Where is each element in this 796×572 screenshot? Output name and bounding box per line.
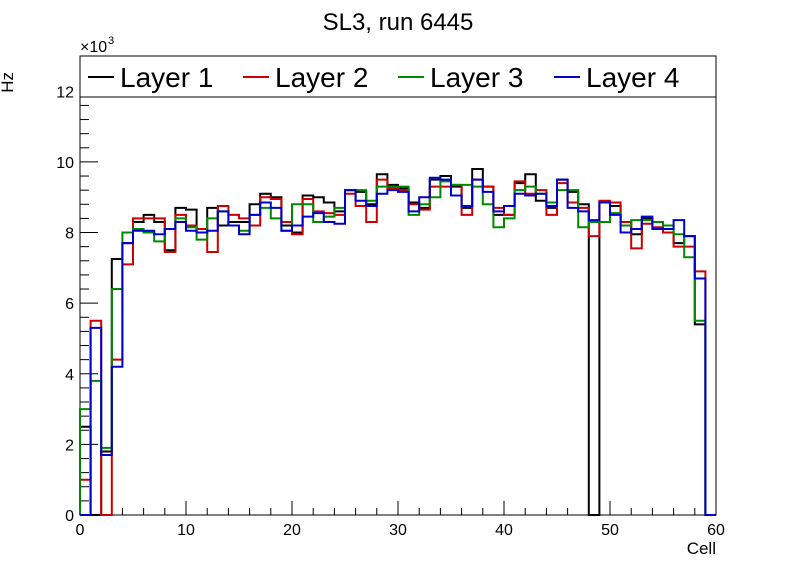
x-tick-label: 10: [177, 522, 195, 539]
legend: Layer 1 Layer 2 Layer 3 Layer 4: [79, 55, 717, 98]
y-tick-label: 8: [65, 226, 74, 243]
series-line-2: [79, 178, 716, 516]
y-multiplier-exponent: 3: [108, 35, 114, 47]
x-tick-label: 40: [495, 522, 513, 539]
y-tick-label: 0: [65, 508, 74, 525]
plot-frame: [79, 55, 717, 516]
x-tick-label: 20: [283, 522, 301, 539]
y-tick-label: 2: [65, 437, 74, 454]
x-axis: 0 10 20 30 40 50 60: [76, 501, 725, 539]
y-tick-label: 6: [65, 296, 74, 313]
x-axis-label: Cell: [687, 539, 716, 558]
x-tick-label: 60: [707, 522, 725, 539]
y-axis-label: Hz: [0, 72, 17, 93]
y-axis: 0 2 4 6 8 10 12: [56, 62, 98, 525]
x-tick-label: 50: [601, 522, 619, 539]
y-multiplier: ×10 3: [80, 35, 114, 56]
legend-label-2: Layer 2: [275, 62, 368, 93]
legend-items: Layer 1 Layer 2 Layer 3 Layer 4: [88, 62, 679, 93]
chart-title: SL3, run 6445: [323, 9, 474, 36]
y-tick-label: 10: [56, 155, 74, 172]
legend-label-3: Layer 3: [430, 62, 523, 93]
y-tick-label: 12: [56, 84, 74, 101]
series-layer: [79, 167, 716, 516]
y-multiplier-base: ×10: [80, 39, 107, 56]
x-tick-label: 30: [389, 522, 407, 539]
y-tick-label: 4: [65, 367, 74, 384]
legend-label-4: Layer 4: [586, 62, 679, 93]
series-line-4: [80, 176, 716, 516]
x-tick-label: 0: [76, 522, 85, 539]
legend-label-1: Layer 1: [120, 62, 213, 93]
